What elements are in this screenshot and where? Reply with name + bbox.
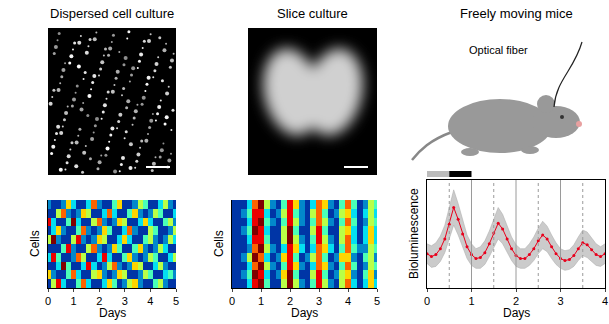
svg-text:0: 0 xyxy=(45,295,51,307)
svg-text:Freely moving mice: Freely moving mice xyxy=(460,6,573,21)
svg-text:Days: Days xyxy=(503,306,530,320)
svg-text:Slice culture: Slice culture xyxy=(277,6,348,21)
svg-text:5: 5 xyxy=(173,295,179,307)
svg-text:3: 3 xyxy=(316,295,322,307)
svg-text:2: 2 xyxy=(96,295,102,307)
svg-text:4: 4 xyxy=(345,295,351,307)
svg-text:2: 2 xyxy=(513,295,519,307)
svg-text:Bioluminescence: Bioluminescence xyxy=(407,188,421,279)
svg-text:3: 3 xyxy=(557,295,563,307)
svg-text:1: 1 xyxy=(258,295,264,307)
svg-text:4: 4 xyxy=(602,295,608,307)
svg-text:Cells: Cells xyxy=(212,230,226,257)
svg-text:1: 1 xyxy=(71,295,77,307)
svg-text:Cells: Cells xyxy=(28,230,42,257)
svg-text:2: 2 xyxy=(287,295,293,307)
svg-text:1: 1 xyxy=(468,295,474,307)
svg-text:Days: Days xyxy=(99,306,126,320)
svg-text:Dispersed cell culture: Dispersed cell culture xyxy=(50,6,174,21)
svg-text:0: 0 xyxy=(424,295,430,307)
svg-text:3: 3 xyxy=(122,295,128,307)
svg-text:5: 5 xyxy=(374,295,380,307)
svg-text:Optical fiber: Optical fiber xyxy=(469,44,528,56)
svg-text:Days: Days xyxy=(291,306,318,320)
svg-text:0: 0 xyxy=(229,295,235,307)
svg-text:4: 4 xyxy=(147,295,153,307)
